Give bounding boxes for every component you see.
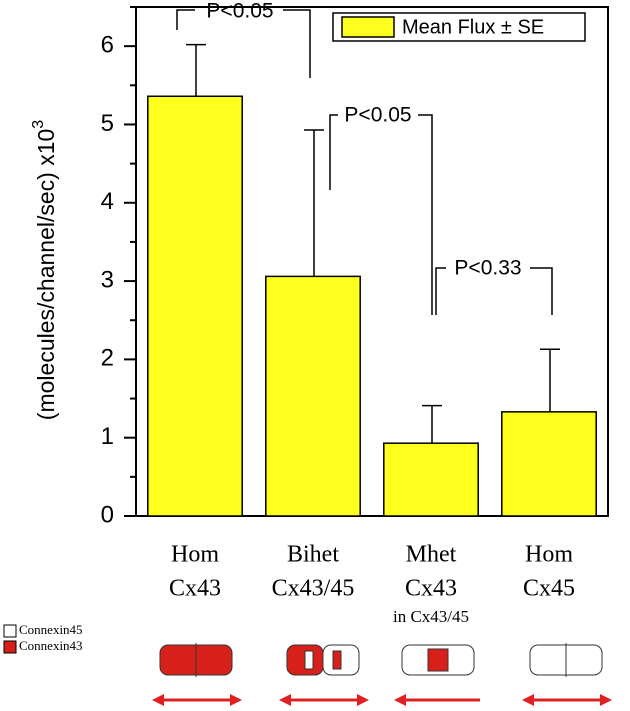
- channel-icons: [152, 643, 612, 706]
- y-tick-label: 1: [101, 423, 114, 450]
- significance-bracket: [176, 9, 311, 78]
- y-tick-label: 0: [101, 501, 114, 528]
- x-tick-label: Mhet: [406, 542, 457, 568]
- x-tick-label: Hom: [171, 542, 219, 568]
- x-tick-label: Hom: [525, 542, 573, 568]
- bar: [265, 275, 361, 517]
- y-tick-label: 4: [101, 188, 114, 215]
- y-tick-label: 2: [101, 345, 114, 372]
- legend-label: Mean Flux ± SE: [402, 16, 544, 38]
- y-axis-label-text: (molecules/channel/sec) x10: [33, 129, 59, 420]
- bar: [147, 95, 243, 517]
- y-axis-label-exponent: 3: [30, 120, 47, 129]
- y-axis-label: (molecules/channel/sec) x103: [30, 120, 59, 420]
- y-tick-label: 3: [101, 266, 114, 293]
- key-swatch: [3, 640, 17, 654]
- bar: [501, 411, 597, 517]
- x-tick-label: Cx43: [169, 576, 221, 602]
- key-label: Connexin45: [19, 622, 83, 637]
- bar: [383, 442, 479, 517]
- annotation: P<0.05: [206, 0, 273, 23]
- key-label: Connexin43: [19, 638, 83, 653]
- legend-swatch: [341, 16, 395, 38]
- annotation: P<0.05: [344, 104, 411, 127]
- significance-bracket: [435, 267, 553, 315]
- x-tick-label: Cx43: [405, 576, 457, 602]
- plot-frame: [135, 6, 609, 517]
- x-tick-label: Cx43/45: [272, 576, 355, 602]
- y-tick-label: 5: [101, 110, 114, 137]
- x-tick-label: in Cx43/45: [393, 607, 469, 626]
- y-tick-label: 6: [101, 31, 114, 58]
- annotation: P<0.33: [454, 257, 521, 280]
- significance-bracket: [329, 114, 433, 315]
- x-tick-label: Bihet: [287, 542, 339, 568]
- x-tick-label: Cx45: [523, 576, 575, 602]
- key-swatch: [3, 624, 17, 638]
